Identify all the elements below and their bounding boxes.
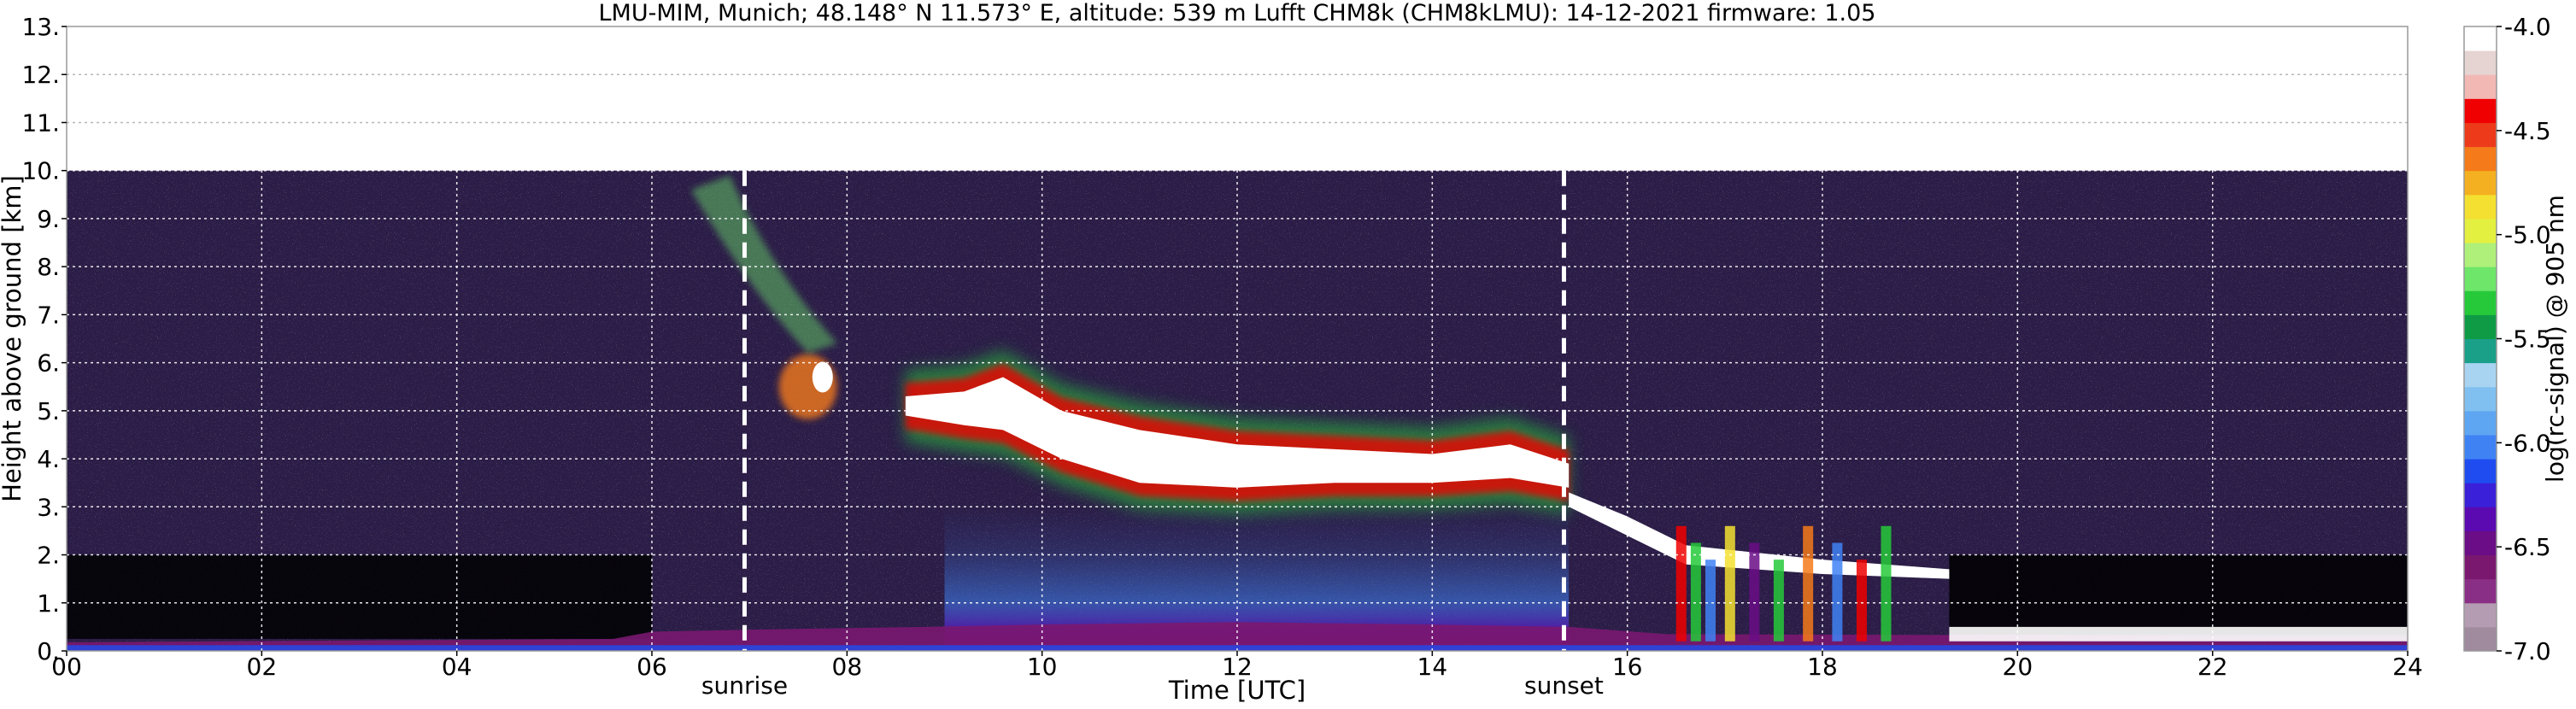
precip-streak <box>1832 542 1843 642</box>
y-tick-label: 12. <box>21 61 60 89</box>
precip-streak <box>1803 525 1814 642</box>
colorbar-tick-label: -4.0 <box>2504 13 2551 41</box>
axes: 00 02 04 06 08 10 12 14 16 18 20 22 24 0. 1. 2. 3. 4. 5. 6.… <box>21 13 2422 681</box>
colorbar-segment <box>2464 554 2497 580</box>
precip-streak <box>1773 560 1784 642</box>
precip-streak <box>1856 560 1867 642</box>
y-tick-label: 13. <box>21 13 60 41</box>
colorbar-tick-label: -5.5 <box>2504 325 2551 354</box>
precip-streak <box>1690 542 1701 642</box>
y-tick-label: 0. <box>37 637 60 665</box>
night-low-signal-late <box>1949 554 2408 635</box>
precip-streak <box>1675 525 1687 642</box>
colorbar-tick-label: -4.5 <box>2504 117 2551 145</box>
colorbar: -4.0 -4.5 -5.0 -5.5 -6.0 -6.5 -7.0 <box>2463 13 2551 665</box>
colorbar-tick-label: -5.0 <box>2504 221 2551 249</box>
colorbar-segment <box>2464 194 2497 220</box>
x-tick-label: 14 <box>1417 653 1448 681</box>
colorbar-tick-label: -7.0 <box>2504 637 2551 665</box>
x-tick-label: 22 <box>2198 653 2228 681</box>
colorbar-tick-label: -6.0 <box>2504 429 2551 457</box>
colorbar-segment <box>2464 146 2497 172</box>
event-label-sunrise: sunrise <box>701 671 788 700</box>
colorbar-segment <box>2464 602 2497 628</box>
x-tick-label: 02 <box>247 653 278 681</box>
colorbar-segment <box>2464 578 2497 604</box>
colorbar-segment <box>2464 386 2497 412</box>
cloud-core <box>905 377 1570 488</box>
colorbar-segment <box>2464 410 2497 436</box>
y-tick-label: 1. <box>37 589 60 618</box>
event-label-sunset: sunset <box>1524 671 1604 700</box>
colorbar-segment <box>2464 362 2497 388</box>
precip-streak <box>1749 542 1760 642</box>
x-tick-label: 08 <box>832 653 863 681</box>
y-tick-label: 7. <box>37 301 60 329</box>
colorbar-segment <box>2464 98 2497 123</box>
x-tick-label: 06 <box>637 653 667 681</box>
surface-layer <box>67 645 2408 651</box>
colorbar-segment <box>2464 314 2497 339</box>
colorbar-segment <box>2464 50 2497 75</box>
precip-streak <box>1724 525 1735 642</box>
colorbar-segment <box>2464 26 2497 51</box>
virga <box>690 175 837 354</box>
x-tick-label: 16 <box>1612 653 1643 681</box>
y-tick-label: 3. <box>37 493 60 521</box>
colorbar-segment <box>2464 626 2497 652</box>
colorbar-segment <box>2464 267 2497 291</box>
y-axis-label: Height above ground [km] <box>0 175 26 502</box>
colorbar-segment <box>2464 338 2497 364</box>
y-tick-label: 11. <box>21 108 60 137</box>
cloud-fragment <box>812 361 833 393</box>
y-tick-label: 2. <box>37 542 60 570</box>
y-tick-label: 9. <box>37 205 60 233</box>
colorbar-segment <box>2464 290 2497 315</box>
y-tick-label: 6. <box>37 349 60 378</box>
x-tick-label: 12 <box>1222 653 1253 681</box>
x-axis-label: Time [UTC] <box>1168 676 1306 705</box>
colorbar-segment <box>2464 483 2497 507</box>
x-tick-label: 04 <box>442 653 472 681</box>
colorbar-segment <box>2464 74 2497 99</box>
colorbar-tick-label: -6.5 <box>2504 533 2551 561</box>
x-tick-label: 20 <box>2003 653 2033 681</box>
colorbar-segment <box>2464 530 2497 556</box>
chart-title: LMU-MIM, Munich; 48.148° N 11.573° E, al… <box>599 0 1876 26</box>
colorbar-segment <box>2464 218 2497 243</box>
precip-streak <box>1705 560 1716 642</box>
y-tick-label: 10. <box>21 157 60 185</box>
y-tick-label: 8. <box>37 253 60 281</box>
night-low-signal <box>67 554 652 639</box>
colorbar-segment <box>2464 507 2497 531</box>
x-tick-label: 10 <box>1027 653 1058 681</box>
x-tick-label: 18 <box>1807 653 1838 681</box>
colorbar-label: log(rc-signal) @ 905 nm <box>2541 195 2569 483</box>
colorbar-segment <box>2464 122 2497 148</box>
event-markers: sunrise sunset <box>701 170 1604 700</box>
grid <box>67 26 2408 651</box>
x-tick-label: 24 <box>2392 653 2423 681</box>
y-tick-label: 5. <box>37 397 60 425</box>
colorbar-segment <box>2464 434 2497 460</box>
colorbar-segment <box>2464 170 2497 196</box>
late-surface-signal <box>1949 626 2408 642</box>
colorbar-segment <box>2464 243 2497 267</box>
precip-streak <box>1881 525 1892 642</box>
x-tick-label: 00 <box>51 653 82 681</box>
y-tick-label: 4. <box>37 445 60 473</box>
colorbar-segment <box>2464 459 2497 483</box>
